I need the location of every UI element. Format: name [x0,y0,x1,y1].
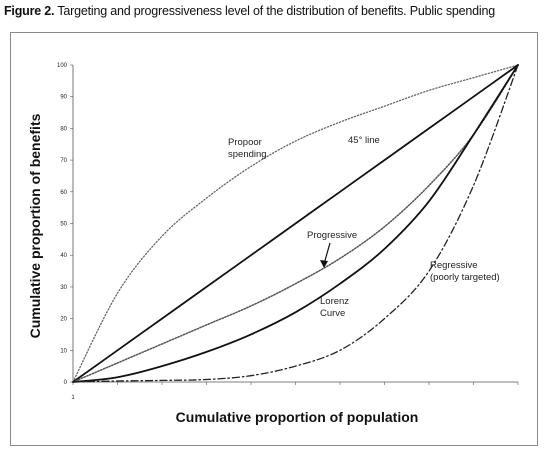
y-tick-label: 60 [60,190,67,196]
progressive-pointer-arrow [323,242,331,265]
y-tick-label: 0 [64,380,68,386]
chart-series-group [72,64,519,383]
annotation-lorenz-line2: Curve [320,308,345,319]
x-axis-label: Cumulative proportion of population [176,409,419,425]
annotation-propoor-line1: Propoor [228,137,262,148]
y-tick-label: 90 [60,95,67,101]
y-tick-label: 20 [60,317,67,323]
y-tick-label: 30 [60,285,67,291]
y-tick-label: 50 [60,222,67,228]
annotation-45-line: 45° line [348,135,380,146]
series-line-lorenz [72,64,519,383]
y-tick-label: 10 [60,348,67,354]
chart-annotations: Propoor spending 45° line Progressive Lo… [27,113,500,425]
chart-axes: 0 10 20 30 40 50 60 70 80 90 100 1 [57,63,519,401]
annotation-propoor-line2: spending [228,149,267,160]
progressive-pointer-arrowhead [320,260,328,268]
annotation-progressive: Progressive [307,230,357,241]
y-tick-label: 70 [60,158,67,164]
series-line-propoor [72,64,519,383]
x-tick-label: 1 [71,395,75,401]
y-axis-label: Cumulative proportion of benefits [27,113,43,338]
figure-caption: Figure 2. Targeting and progressiveness … [4,4,544,18]
chart-frame [10,32,538,446]
series-line-progressive [72,64,519,383]
y-tick-label: 40 [60,253,67,259]
annotation-lorenz-line1: Lorenz [320,296,349,307]
annotation-regressive-line1: Regressive [430,260,478,271]
y-tick-label: 80 [60,126,67,132]
y-tick-label: 100 [57,63,68,69]
figure-label: Figure 2. [4,4,55,18]
annotation-regressive-line2: (poorly targeted) [430,272,500,283]
figure-caption-text: Targeting and progressiveness level of t… [54,4,495,18]
series-line-regressive [72,64,519,383]
series-line-line45 [72,64,519,383]
